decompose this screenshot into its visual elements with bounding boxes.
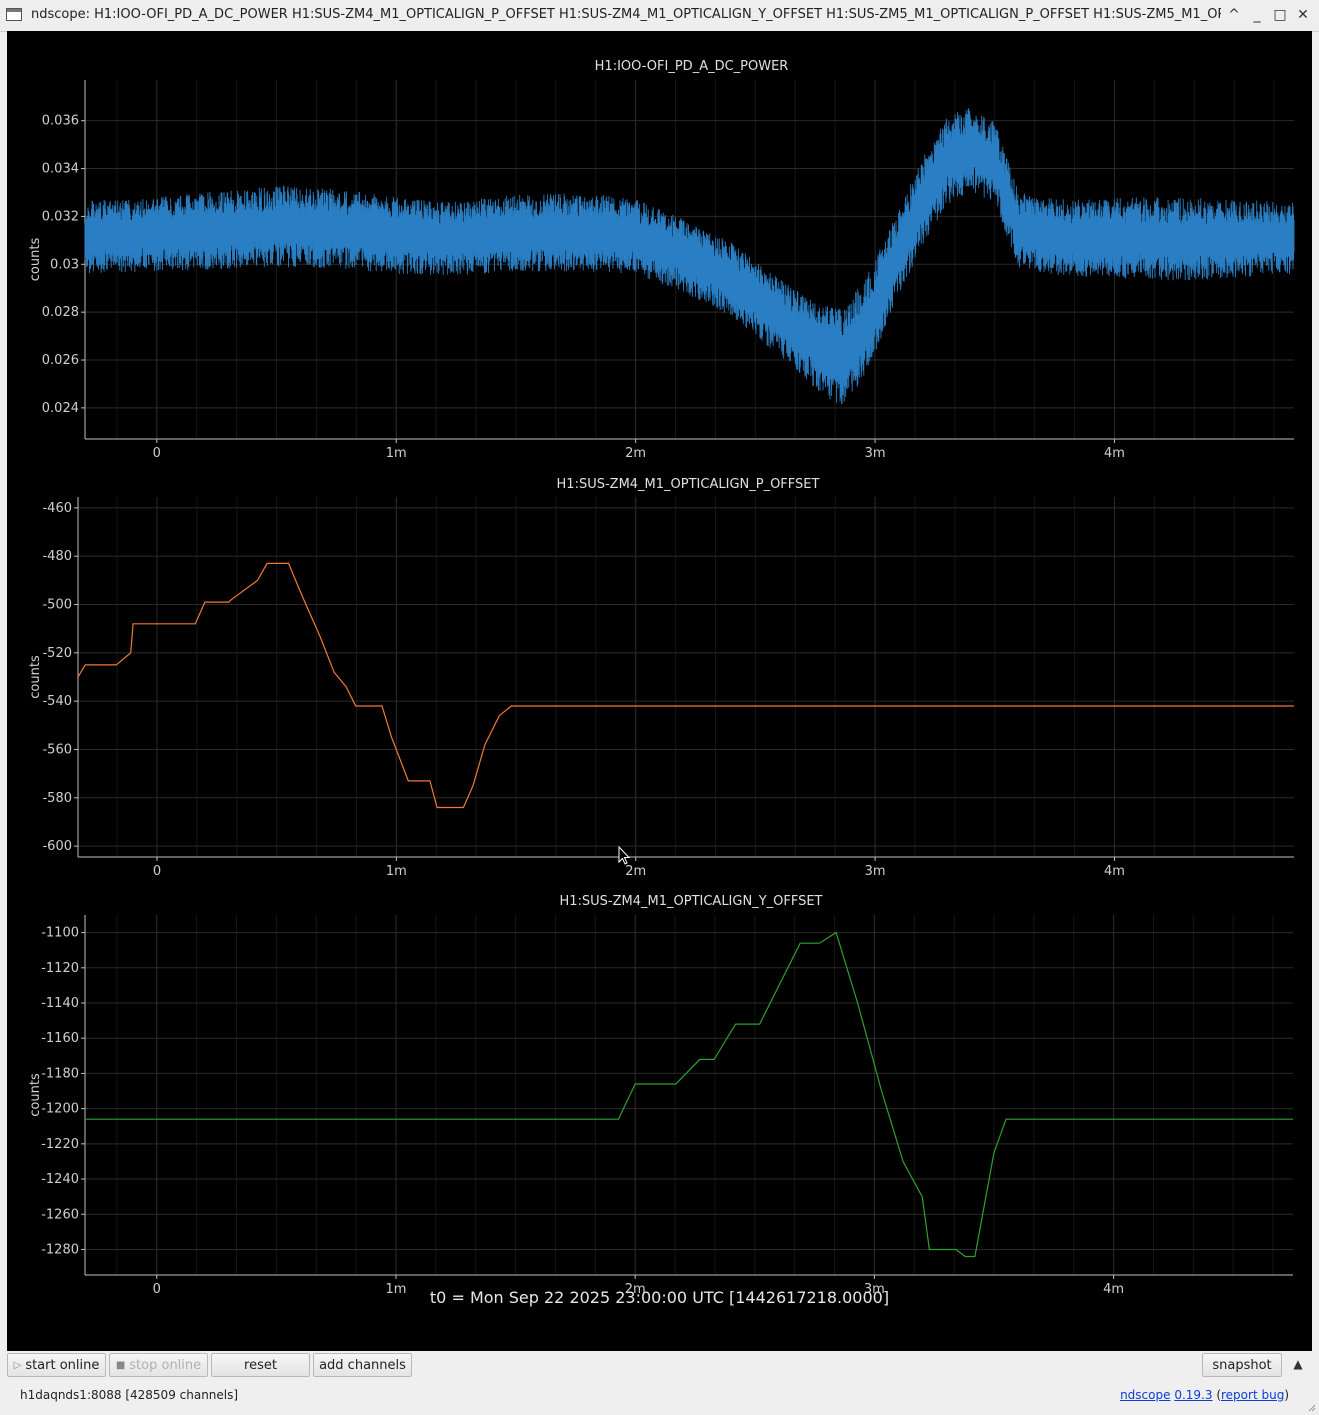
- version-link[interactable]: 0.19.3: [1174, 1388, 1213, 1402]
- mouse-cursor-icon: [618, 845, 631, 865]
- x-tick-label: 0: [153, 864, 161, 879]
- x-tick-label: 4m: [1103, 1282, 1124, 1297]
- chevron-up-icon: ^: [1228, 7, 1240, 23]
- close-icon: ✕: [1297, 7, 1309, 23]
- ndscope-link[interactable]: ndscope: [1120, 1388, 1171, 1402]
- stop-online-label: stop online: [129, 1357, 202, 1373]
- snapshot-label: snapshot: [1212, 1357, 1272, 1373]
- window-titlebar: ndscope: H1:IOO-OFI_PD_A_DC_POWER H1:SUS…: [0, 0, 1319, 32]
- stop-online-button[interactable]: ■ stop online: [109, 1353, 208, 1377]
- start-online-label: start online: [25, 1357, 100, 1373]
- y-tick-label: 0.032: [42, 209, 79, 224]
- collapse-toggle-icon[interactable]: ▲: [1293, 1357, 1303, 1371]
- y-tick-label: -1240: [41, 1172, 79, 1187]
- x-tick-label: 3m: [865, 446, 886, 461]
- reset-button[interactable]: reset: [211, 1353, 310, 1377]
- y-tick-label: -600: [42, 839, 72, 854]
- y-axis-label: counts: [28, 1073, 43, 1117]
- snapshot-button[interactable]: snapshot: [1202, 1353, 1282, 1377]
- x-tick-label: 1m: [386, 864, 407, 879]
- y-tick-label: 0.036: [42, 114, 79, 129]
- y-tick-label: -1160: [41, 1031, 79, 1046]
- resize-grip-icon[interactable]: [1306, 1402, 1316, 1412]
- plot-title: H1:IOO-OFI_PD_A_DC_POWER: [595, 59, 789, 74]
- y-tick-label: -1140: [41, 996, 79, 1011]
- start-online-button[interactable]: ▷ start online: [7, 1353, 106, 1377]
- y-tick-label: -1100: [41, 926, 79, 941]
- y-tick-label: -1260: [41, 1207, 79, 1222]
- server-status: h1daqnds1:8088 [428509 channels]: [20, 1388, 239, 1402]
- plot-title: H1:SUS-ZM4_M1_OPTICALIGN_Y_OFFSET: [559, 894, 822, 909]
- y-tick-label: 0.03: [50, 257, 79, 272]
- app-icon: [6, 8, 22, 21]
- x-tick-label: 4m: [1104, 864, 1125, 879]
- stop-icon: ■: [115, 1359, 126, 1371]
- window-title: ndscope: H1:IOO-OFI_PD_A_DC_POWER H1:SUS…: [31, 7, 1221, 22]
- y-tick-label: -540: [42, 694, 72, 709]
- plot-area: 0 1m 2m 3m 4m 0.024 0.026 0.028 0.03 0.032 0.034 0.…: [7, 31, 1312, 1351]
- minimize-window-button[interactable]: _: [1247, 5, 1267, 25]
- reset-label: reset: [244, 1357, 277, 1373]
- paren-open: (: [1216, 1388, 1221, 1402]
- y-tick-label: -1220: [41, 1137, 79, 1152]
- series-line-H1:SUS-ZM4_M1_OPTICALIGN_P_OFFSET: [77, 562, 1294, 809]
- y-tick-label: -580: [42, 791, 72, 806]
- maximize-window-button[interactable]: □: [1270, 5, 1290, 25]
- x-tick-label: 3m: [865, 864, 886, 879]
- minimize-icon: _: [1253, 7, 1261, 23]
- shade-window-button[interactable]: ^: [1224, 5, 1244, 25]
- y-tick-label: 0.034: [42, 162, 79, 177]
- y-tick-label: -1280: [41, 1242, 79, 1257]
- series-line-H1:IOO-OFI_PD_A_DC_POWER: [84, 108, 1295, 404]
- close-window-button[interactable]: ✕: [1293, 5, 1313, 25]
- y-tick-label: 0.028: [42, 305, 79, 320]
- x-tick-label: 0: [153, 1282, 161, 1297]
- y-tick-label: -520: [42, 646, 72, 661]
- y-tick-label: -1200: [41, 1102, 79, 1117]
- paren-close: ): [1284, 1388, 1289, 1402]
- add-channels-button[interactable]: add channels: [313, 1353, 412, 1377]
- play-icon: ▷: [13, 1359, 22, 1371]
- x-tick-label: 0: [153, 446, 161, 461]
- y-tick-label: -460: [42, 501, 72, 516]
- y-axis-label: counts: [28, 238, 43, 282]
- y-tick-label: -500: [42, 598, 72, 613]
- y-tick-label: -480: [42, 549, 72, 564]
- x-tick-label: 2m: [625, 446, 646, 461]
- y-tick-label: 0.024: [42, 401, 79, 416]
- x-tick-label: 3m: [864, 1282, 885, 1297]
- x-tick-label: 2m: [625, 864, 646, 879]
- add-channels-label: add channels: [319, 1357, 406, 1373]
- report-bug-link[interactable]: report bug: [1221, 1388, 1285, 1402]
- x-tick-label: 4m: [1104, 446, 1125, 461]
- y-tick-label: -560: [42, 742, 72, 757]
- version-info: ndscope 0.19.3 (report bug): [1120, 1388, 1289, 1402]
- y-axis-label: counts: [28, 655, 43, 699]
- y-tick-label: 0.026: [42, 353, 79, 368]
- series-line-H1:SUS-ZM4_M1_OPTICALIGN_Y_OFFSET: [85, 931, 1293, 1258]
- y-tick-label: -1120: [41, 961, 79, 976]
- y-tick-label: -1180: [41, 1066, 79, 1081]
- plots-svg: 0 1m 2m 3m 4m 0.024 0.026 0.028 0.03 0.032 0.034 0.…: [28, 59, 1295, 1297]
- x-tick-label: 1m: [386, 446, 407, 461]
- plot-title: H1:SUS-ZM4_M1_OPTICALIGN_P_OFFSET: [557, 477, 820, 492]
- x-tick-label: 1m: [386, 1282, 407, 1297]
- maximize-icon: □: [1273, 7, 1287, 23]
- x-tick-label: 2m: [625, 1282, 646, 1297]
- t0-label: t0 = Mon Sep 22 2025 23:00:00 UTC [14426…: [429, 1288, 890, 1307]
